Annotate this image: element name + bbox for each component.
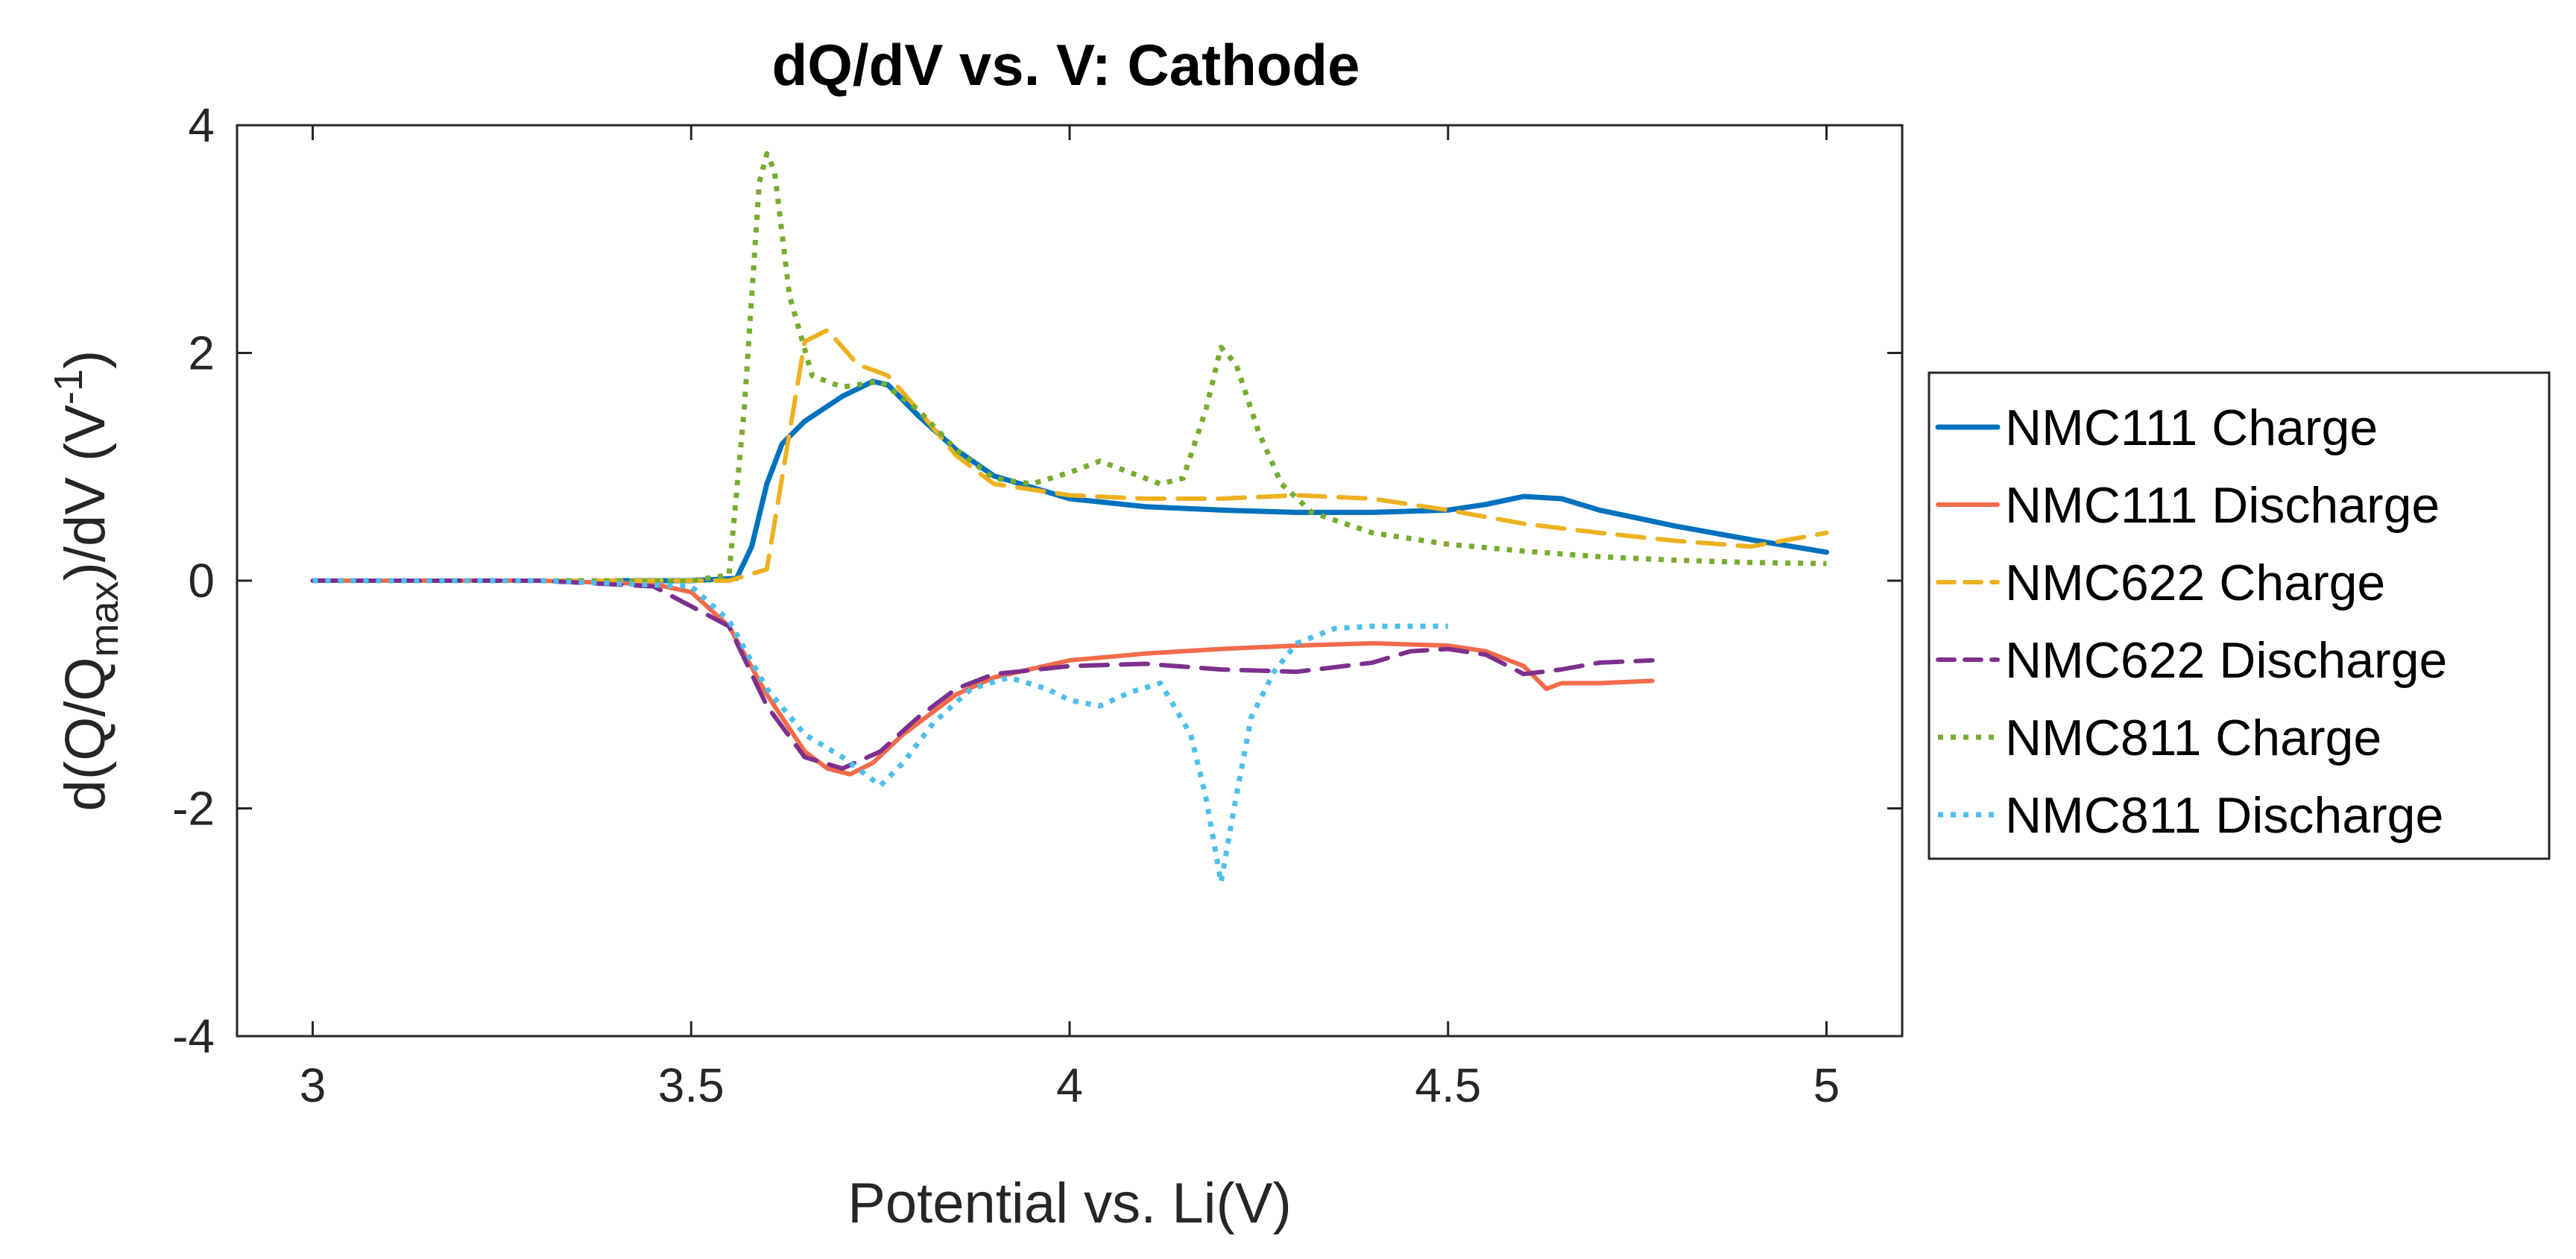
legend-label: NMC622 Discharge: [2005, 632, 2447, 689]
legend-entries: NMC111 Charge NMC111 Discharge NMC622 Char…: [1935, 400, 2447, 844]
series-line-nmc622-discharge: [310, 578, 1655, 771]
x-tick-label: 4.5: [1415, 1058, 1481, 1112]
x-axis-label: Potential vs. Li(V): [847, 1172, 1292, 1235]
y-tick-label: 2: [188, 326, 215, 380]
series-line-nmc111-charge: [613, 379, 1829, 584]
series-line-nmc811-discharge: [312, 578, 1448, 886]
legend-box: [1928, 371, 2551, 860]
x-tick-label: 3.5: [658, 1058, 724, 1112]
legend: NMC111 Charge NMC111 Discharge NMC622 Char…: [1928, 371, 2551, 860]
series-layer: [310, 151, 1829, 886]
y-tick-label: -4: [172, 1009, 215, 1063]
y-tick-label: 0: [188, 554, 215, 608]
axis-layer: 3 3.5 4 4.5 5 4 2 0 -2 -4: [172, 98, 1902, 1112]
y-axis-label-superscript: -1: [46, 369, 91, 405]
legend-label: NMC111 Charge: [2005, 400, 2378, 456]
y-tick-label: 4: [188, 98, 215, 152]
y-tick-label: -2: [172, 782, 215, 836]
x-tick-label: 3: [300, 1058, 326, 1112]
series-line-nmc811-charge: [312, 151, 1827, 584]
x-tick-label: 5: [1813, 1058, 1840, 1112]
x-tick-label: 4: [1056, 1058, 1083, 1112]
legend-label: NMC811 Charge: [2005, 710, 2381, 766]
legend-label: NMC111 Discharge: [2005, 477, 2440, 534]
legend-label: NMC622 Charge: [2005, 555, 2385, 611]
y-axis-label-subscript: max: [82, 581, 127, 657]
legend-label: NMC811 Discharge: [2005, 787, 2443, 844]
y-axis-label: d(Q/Qmax)/dV (V-1): [46, 350, 127, 812]
chart-title: dQ/dV vs. V: Cathode: [772, 32, 1360, 98]
series-line-nmc622-charge: [310, 327, 1829, 583]
